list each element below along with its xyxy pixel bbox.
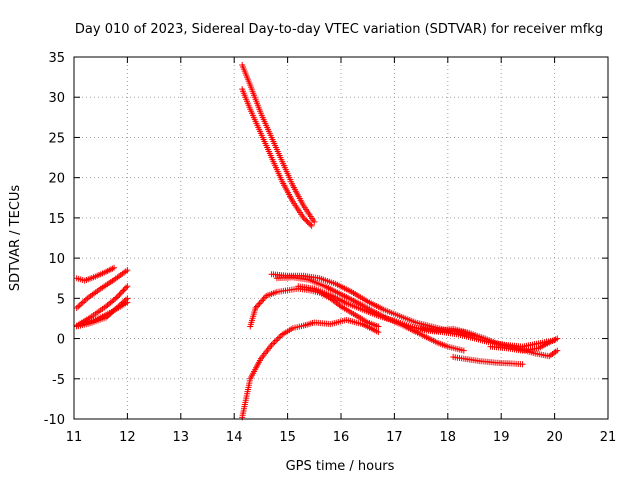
data-point (117, 290, 124, 297)
x-tick-label: 20 (546, 430, 563, 445)
series-arc-9 (247, 285, 382, 330)
series-arc-2 (73, 267, 131, 311)
data-point (256, 300, 263, 307)
x-tick-label: 16 (333, 430, 350, 445)
series-arc-1 (73, 264, 118, 284)
y-tick-label: 20 (48, 172, 65, 187)
data-point (270, 340, 277, 347)
x-tick-label: 15 (279, 430, 296, 445)
data-point (271, 339, 278, 346)
y-tick-label: 30 (48, 91, 65, 106)
data-point (375, 329, 382, 336)
data-point (123, 284, 130, 291)
series-arc-7 (239, 86, 315, 229)
series-arc-8 (239, 317, 382, 421)
x-tick-label: 21 (600, 430, 617, 445)
series-arc-6 (239, 62, 318, 225)
data-point (305, 220, 312, 227)
series-arc-15 (487, 335, 561, 354)
data-point (259, 297, 266, 304)
data-point (116, 291, 123, 298)
data-point (76, 302, 83, 309)
data-point (554, 335, 561, 342)
series-arc-13 (418, 325, 561, 360)
data-markers (73, 62, 561, 421)
data-point (115, 293, 122, 300)
data-point (78, 300, 85, 307)
x-tick-label: 14 (226, 430, 243, 445)
data-point (303, 217, 310, 224)
x-axis-label: GPS time / hours (286, 459, 395, 474)
data-point (300, 214, 307, 221)
data-point (307, 221, 314, 228)
data-point (120, 287, 127, 294)
data-point (113, 294, 120, 301)
data-point (257, 298, 264, 305)
data-point (301, 216, 308, 223)
chart-title: Day 010 of 2023, Sidereal Day-to-day VTE… (75, 22, 603, 37)
data-point (460, 347, 467, 354)
y-tick-label: 35 (48, 51, 65, 66)
x-tick-label: 12 (119, 430, 136, 445)
data-point (124, 283, 131, 290)
data-point (519, 361, 526, 368)
data-point (255, 301, 262, 308)
data-point (311, 218, 318, 225)
x-tick-label: 18 (440, 430, 457, 445)
y-tick-label: 0 (57, 333, 65, 348)
series-arc-3 (73, 283, 131, 329)
data-point (554, 347, 561, 354)
data-point (375, 323, 382, 330)
data-point (308, 222, 315, 229)
data-point (274, 336, 281, 343)
grid-lines (74, 57, 608, 419)
x-tick-label: 19 (493, 430, 510, 445)
y-tick-label: 10 (48, 252, 65, 267)
data-point (75, 303, 82, 310)
y-tick-label: -10 (44, 413, 65, 428)
data-point (124, 267, 131, 274)
data-point (124, 299, 131, 306)
y-tick-label: 5 (57, 292, 65, 307)
y-tick-label: 25 (48, 131, 65, 146)
data-point (260, 295, 267, 302)
data-point (119, 288, 126, 295)
axis-ticks: 11 12 13 14 15 16 17 18 19 20 21 -10 -5 0 5 10 15 20 25 30 3… (44, 51, 617, 445)
x-tick-label: 17 (386, 430, 403, 445)
y-axis-label: SDTVAR / TECUs (8, 185, 23, 292)
data-point (73, 304, 80, 311)
data-point (111, 264, 118, 271)
series-arc-5 (79, 299, 131, 328)
plot-frame (73, 56, 609, 420)
x-tick-label: 11 (66, 430, 83, 445)
data-point (121, 286, 128, 293)
data-point (304, 218, 311, 225)
y-tick-label: 15 (48, 212, 65, 227)
data-point (276, 334, 283, 341)
x-tick-label: 13 (173, 430, 190, 445)
data-point (79, 299, 86, 306)
y-tick-label: -5 (52, 373, 65, 388)
series-arc-14 (450, 354, 526, 368)
data-point (81, 298, 88, 305)
